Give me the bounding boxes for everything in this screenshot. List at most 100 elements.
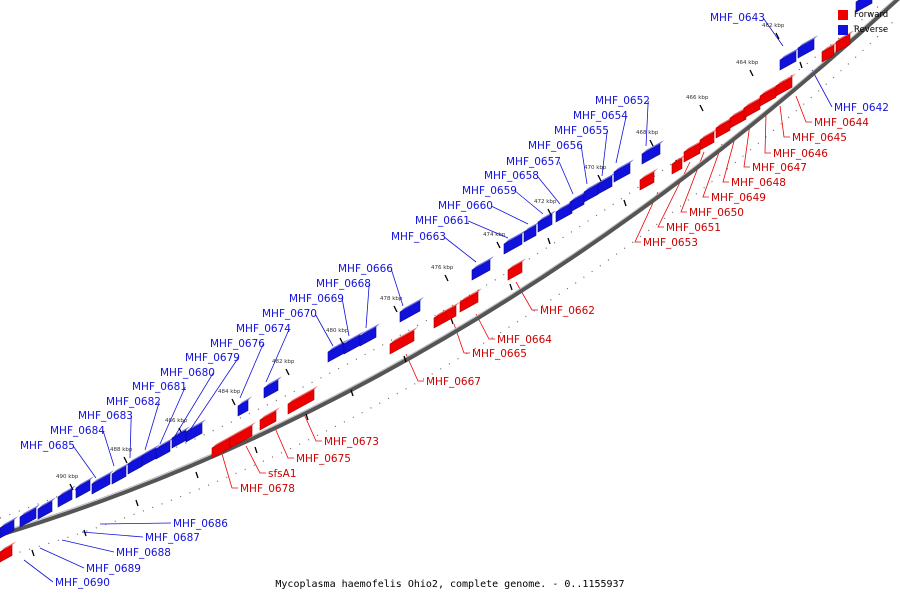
reverse-gene-11-face	[185, 422, 203, 443]
forward-gene-4[interactable]	[287, 385, 318, 415]
reverse-gene-label[interactable]: MHF_0676	[210, 338, 265, 350]
reverse-gene-label[interactable]: MHF_0686	[173, 518, 228, 530]
reverse-gene-label[interactable]: MHF_0690	[55, 577, 110, 589]
reverse-gene-label[interactable]: MHF_0687	[145, 532, 200, 544]
forward-gene-2[interactable]	[229, 421, 256, 449]
reverse-gene-label[interactable]: MHF_0666	[338, 263, 393, 275]
forward-gene-8[interactable]	[507, 258, 526, 281]
reverse-gene-label[interactable]: MHF_0663	[391, 231, 446, 243]
forward-gene-7-top	[460, 288, 482, 302]
forward-gene-17[interactable]	[775, 73, 796, 97]
forward-gene-label[interactable]: MHF_0649	[711, 192, 766, 204]
reverse-gene-label[interactable]: MHF_0661	[415, 215, 470, 227]
reverse-gene-25[interactable]	[597, 172, 616, 195]
forward-gene-label[interactable]: MHF_0651	[666, 222, 721, 234]
reverse-gene-29[interactable]	[797, 35, 818, 59]
forward-gene-15[interactable]	[743, 95, 764, 119]
reverse-gene-17[interactable]	[399, 297, 424, 323]
reverse-leader-line	[61, 539, 115, 553]
reverse-gene-3[interactable]	[57, 485, 76, 508]
genome-backbone	[0, 0, 900, 538]
reverse-gene-6[interactable]	[111, 462, 130, 485]
forward-gene-label[interactable]: MHF_0662	[540, 305, 595, 317]
forward-gene-5[interactable]	[389, 326, 418, 355]
reverse-gene-label[interactable]: MHF_0654	[573, 110, 628, 122]
reverse-gene-label[interactable]: MHF_0679	[185, 352, 240, 364]
reverse-gene-2[interactable]	[37, 497, 56, 520]
reverse-gene-11[interactable]	[185, 419, 206, 443]
forward-gene-label[interactable]: sfsA1	[268, 468, 297, 480]
forward-leader-line	[702, 143, 723, 198]
reverse-gene-13[interactable]	[263, 376, 282, 399]
forward-gene-16[interactable]	[759, 83, 780, 107]
lower-dotted-track	[9, 19, 896, 556]
reverse-gene-label[interactable]: MHF_0642	[834, 102, 889, 114]
forward-gene-7[interactable]	[459, 288, 482, 313]
reverse-gene-0[interactable]	[0, 516, 18, 539]
forward-gene-19[interactable]	[835, 30, 854, 53]
reverse-gene-label[interactable]: MHF_0659	[462, 185, 517, 197]
reverse-gene-label[interactable]: MHF_0681	[132, 381, 187, 393]
reverse-gene-26[interactable]	[613, 159, 634, 183]
forward-gene-11[interactable]	[683, 139, 704, 163]
reverse-gene-label[interactable]: MHF_0684	[50, 425, 105, 437]
forward-gene-label[interactable]: MHF_0665	[472, 348, 527, 360]
forward-gene-label[interactable]: MHF_0653	[643, 237, 698, 249]
reverse-gene-19[interactable]	[503, 230, 526, 255]
forward-gene-18[interactable]	[821, 41, 838, 63]
reverse-gene-26-face	[613, 162, 631, 183]
reverse-gene-label[interactable]: MHF_0668	[316, 278, 371, 290]
reverse-gene-5[interactable]	[91, 470, 114, 495]
forward-leader-line	[475, 313, 495, 340]
reverse-gene-21[interactable]	[537, 210, 556, 233]
forward-gene-6[interactable]	[433, 301, 460, 329]
reverse-gene-27[interactable]	[641, 140, 664, 165]
forward-gene-label[interactable]: MHF_0673	[324, 436, 379, 448]
forward-gene-9[interactable]	[639, 168, 658, 191]
reverse-gene-label[interactable]: MHF_0658	[484, 170, 539, 182]
reverse-gene-30[interactable]	[855, 0, 876, 13]
reverse-gene-label[interactable]: MHF_0688	[116, 547, 171, 559]
reverse-gene-label[interactable]: MHF_0674	[236, 323, 291, 335]
reverse-gene-label[interactable]: MHF_0689	[86, 563, 141, 575]
reverse-gene-12[interactable]	[237, 396, 252, 417]
forward-gene-12[interactable]	[699, 128, 718, 151]
reverse-gene-label[interactable]: MHF_0685	[20, 440, 75, 452]
forward-gene-label[interactable]: MHF_0678	[240, 483, 295, 495]
reverse-gene-label[interactable]: MHF_0643	[710, 12, 765, 24]
reverse-gene-label[interactable]: MHF_0683	[78, 410, 133, 422]
reverse-gene-28[interactable]	[779, 47, 800, 71]
reverse-gene-label[interactable]: MHF_0660	[438, 200, 493, 212]
forward-gene-13[interactable]	[715, 116, 734, 139]
forward-gene-label[interactable]: MHF_0645	[792, 132, 847, 144]
forward-gene-0[interactable]	[0, 541, 16, 563]
reverse-gene-1[interactable]	[19, 504, 40, 528]
reverse-gene-label[interactable]: MHF_0652	[595, 95, 650, 107]
reverse-gene-label[interactable]: MHF_0680	[160, 367, 215, 379]
forward-gene-label[interactable]: MHF_0647	[752, 162, 807, 174]
reverse-leader-line	[189, 357, 239, 431]
forward-gene-label[interactable]: MHF_0648	[731, 177, 786, 189]
forward-gene-label[interactable]: MHF_0667	[426, 376, 481, 388]
forward-gene-label[interactable]: MHF_0650	[689, 207, 744, 219]
reverse-gene-18[interactable]	[471, 256, 494, 281]
reverse-gene-4[interactable]	[75, 476, 94, 499]
reverse-gene-label[interactable]: MHF_0669	[289, 293, 344, 305]
reverse-gene-label[interactable]: MHF_0655	[554, 125, 609, 137]
kbp-tick-label: 474 kbp	[483, 232, 506, 238]
forward-gene-label[interactable]: MHF_0644	[814, 117, 869, 129]
reverse-gene-label[interactable]: MHF_0657	[506, 156, 561, 168]
forward-gene-label[interactable]: MHF_0646	[773, 148, 828, 160]
forward-gene-10[interactable]	[671, 154, 686, 175]
reverse-gene-label[interactable]: MHF_0682	[106, 396, 161, 408]
forward-gene-3[interactable]	[259, 407, 280, 431]
reverse-gene-label[interactable]: MHF_0670	[262, 308, 317, 320]
forward-gene-label[interactable]: MHF_0664	[497, 334, 552, 346]
reverse-gene-label[interactable]: MHF_0656	[528, 140, 583, 152]
reverse-gene-9[interactable]	[155, 437, 174, 460]
forward-gene-label[interactable]: MHF_0675	[296, 453, 351, 465]
forward-gene-18-top	[822, 41, 838, 52]
reverse-gene-23[interactable]	[569, 190, 588, 213]
reverse-gene-16[interactable]	[359, 323, 380, 347]
reverse-gene-20[interactable]	[523, 221, 540, 243]
